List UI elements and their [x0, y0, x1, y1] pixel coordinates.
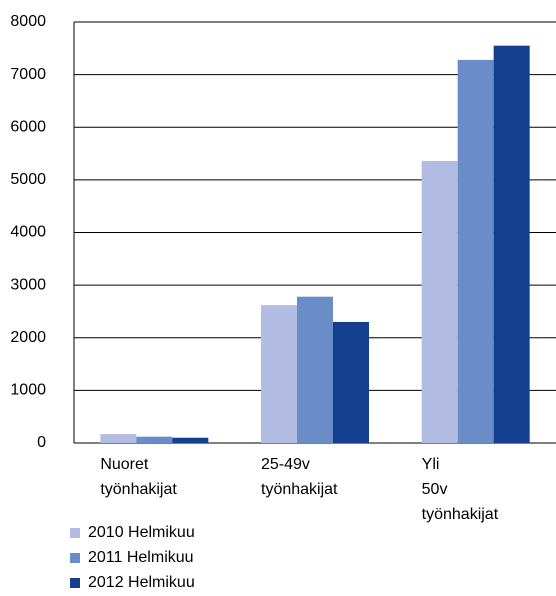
- bar: [261, 305, 297, 443]
- bar: [100, 434, 137, 443]
- bar: [172, 437, 209, 443]
- bar: [297, 296, 333, 443]
- bar: [421, 160, 458, 443]
- y-tick-label: 0: [37, 434, 46, 451]
- bar: [457, 59, 494, 443]
- y-tick-label: 5000: [10, 171, 46, 188]
- legend-swatch: [70, 578, 80, 588]
- x-tick-label: 25-49v työnhakijat: [261, 456, 338, 498]
- legend-label: 2010 Helmikuu: [88, 524, 195, 541]
- legend-swatch: [70, 553, 80, 563]
- y-tick-label: 4000: [10, 224, 46, 241]
- legend-label: 2012 Helmikuu: [88, 574, 195, 591]
- y-tick-label: 6000: [10, 118, 46, 135]
- bar: [136, 436, 173, 443]
- legend-swatch: [70, 528, 80, 538]
- bar: [333, 321, 369, 443]
- y-tick-label: 3000: [10, 276, 46, 293]
- bar: [493, 45, 530, 444]
- legend-label: 2011 Helmikuu: [88, 549, 194, 566]
- y-tick-label: 1000: [10, 382, 46, 399]
- x-tick-label: Yli 50v työnhakijat: [422, 456, 499, 523]
- x-tick-label: Nuoret työnhakijat: [100, 456, 177, 498]
- y-tick-label: 7000: [10, 66, 46, 83]
- y-tick-label: 2000: [10, 329, 46, 346]
- y-tick-label: 8000: [10, 13, 46, 30]
